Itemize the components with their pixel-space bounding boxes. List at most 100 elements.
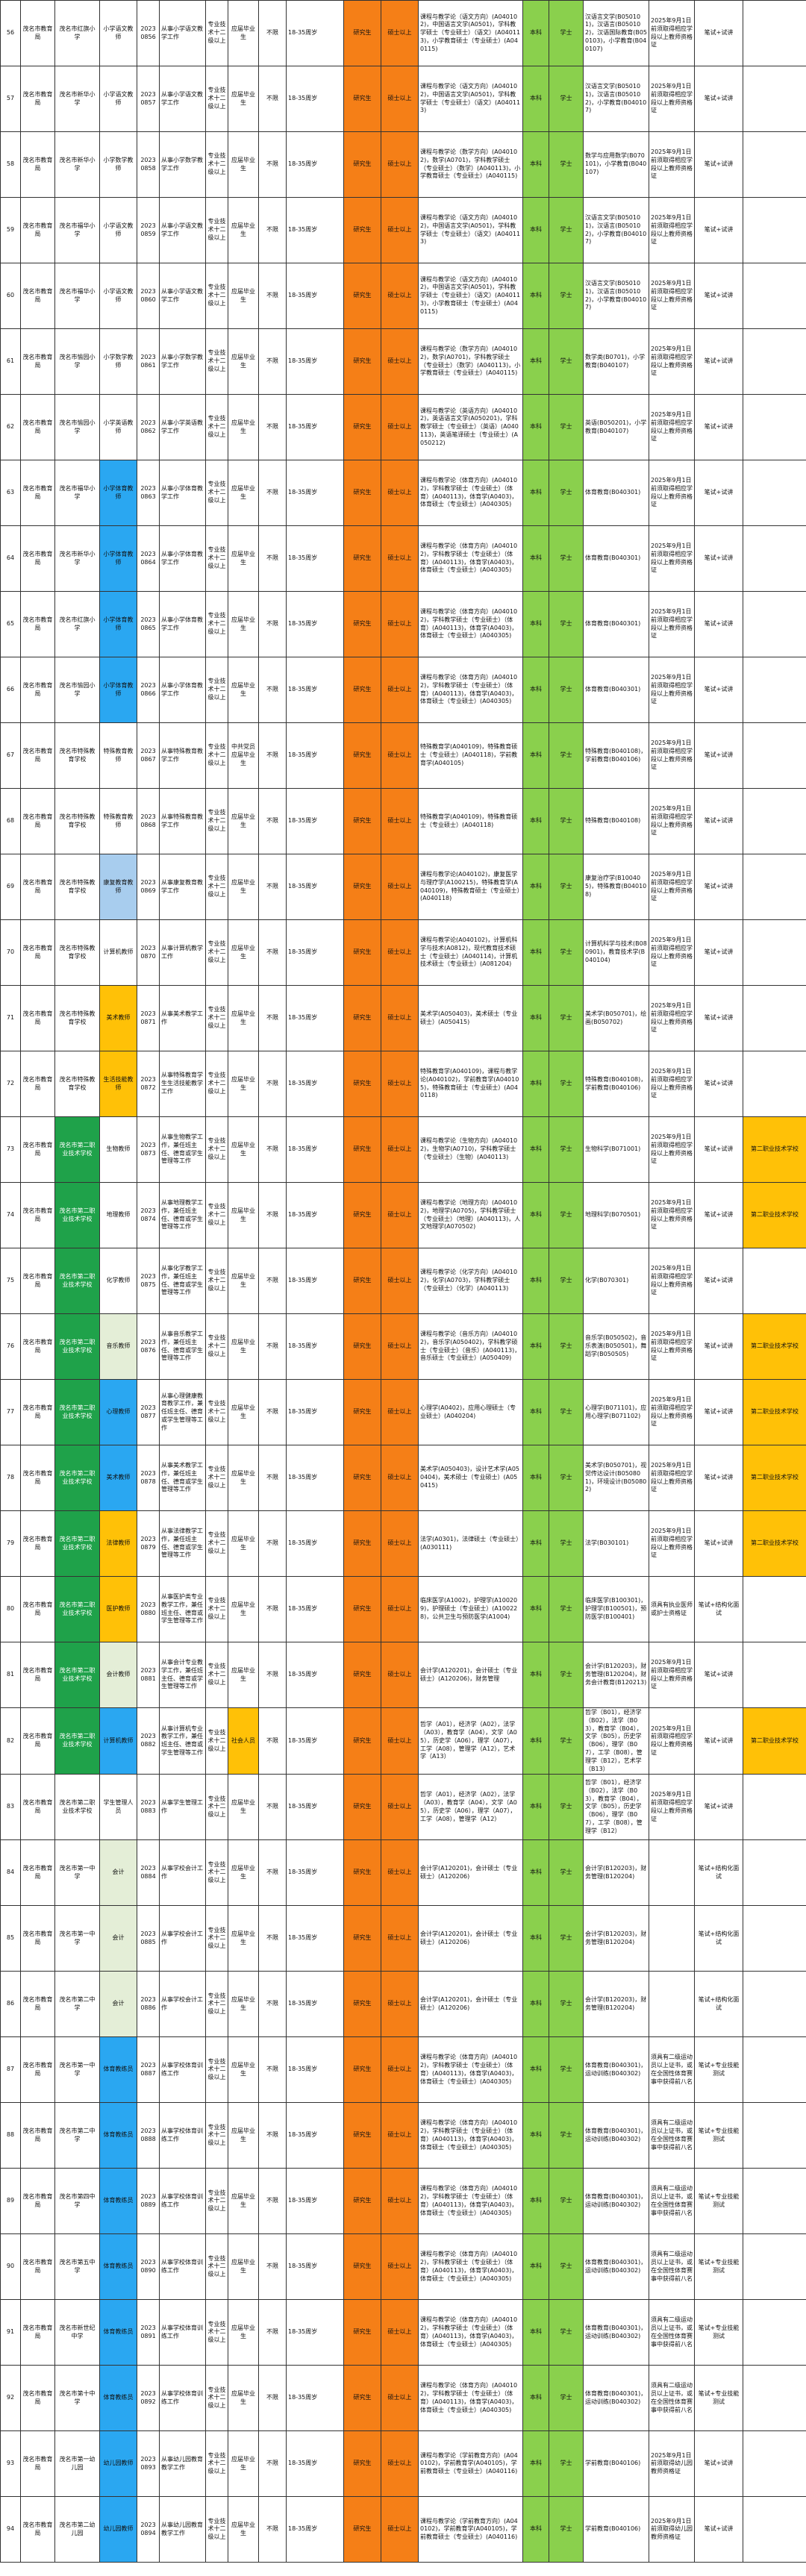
duty-cell: 从事小学语文教学工作: [159, 263, 206, 329]
target-cell: 应届毕业生: [228, 2168, 259, 2235]
major-cell: 课程与教学论（化学方向）(A040102)，化学(A0703)，学科教学硕士（专…: [418, 1248, 523, 1314]
requirement-cell: 2025年9月1日前须取得相应学段以上教师资格证: [649, 1510, 695, 1577]
requirement-cell: 2025年9月1日前须取得相应学段以上教师资格证: [649, 1774, 695, 1841]
unit-cell: 茂名市第二职业技术学校: [54, 1510, 100, 1577]
education-cell: 研究生: [343, 1248, 381, 1314]
mode-cell: 不限: [258, 854, 287, 920]
requirement-cell: 2025年9月1日前须取得相应学段以上教师资格证: [649, 66, 695, 132]
exam-mode-cell: 笔试+试讲: [694, 460, 743, 526]
bachelor-major-cell: 汉语言文学(B050101)，汉语言(B050102)，小学教育(B040107…: [583, 197, 649, 263]
post-name-cell: 体育教练员: [99, 2036, 137, 2104]
exam-mode-cell: 笔试+试讲: [694, 2430, 743, 2498]
major-cell: 课程与教学论（语文方向）(A040102)，中国语言文学(A0501)，学科教学…: [418, 66, 523, 132]
undergrad-cell: 本科: [522, 919, 549, 986]
note-cell: [743, 985, 806, 1051]
exam-mode-cell: 笔试+试讲: [694, 1379, 743, 1445]
requirement-cell: [649, 1839, 695, 1907]
target-cell: 应届毕业生: [228, 1379, 259, 1445]
post-code-cell: 20230874: [137, 1182, 160, 1248]
bachelor-major-cell: 体育教育(B040301)，运动训练(B040302): [583, 2102, 649, 2169]
undergrad-cell: 本科: [522, 1707, 549, 1775]
post-level-cell: 专业技术十二级以上: [205, 263, 228, 329]
row-number-cell: 60: [0, 263, 21, 329]
post-name-cell: 心理教师: [99, 1379, 137, 1445]
row-number-cell: 86: [0, 1971, 21, 2038]
unit-cell: 茂名市特殊教育学校: [54, 985, 100, 1051]
duty-cell: 从事计算机教学工作: [159, 919, 206, 986]
table-row: 94 茂名市教育局 茂名市第二幼儿园 幼儿园教师 20230894 从事幼儿园教育教学工作…: [0, 2496, 806, 2563]
education-cell: 研究生: [343, 1905, 381, 1972]
major-cell: 特殊教育学(A040109)，特殊教育硕士（专业硕士）(A040118)，学前教…: [418, 722, 523, 789]
post-code-cell: 20230857: [137, 66, 160, 132]
bachelor-major-cell: 法学(B030101): [583, 1510, 649, 1577]
post-name-cell: 小学体育教师: [99, 525, 137, 592]
major-cell: 课程与教学论(A040102)，计算机科学与技术(A0812)，现代教育技术硕士…: [418, 919, 523, 986]
post-name-cell: 康复教育教师: [99, 854, 137, 920]
major-cell: 课程与教学论（体育方向）(A040102)，学科教学硕士（专业硕士）（体育）(A…: [418, 460, 523, 526]
undergrad-cell: 本科: [522, 0, 549, 66]
bachelor-major-cell: 数学与应用数学(B070101)，小学教育(B040107): [583, 131, 649, 198]
note-cell: [743, 1905, 806, 1972]
bachelor-degree-cell: 学士: [549, 2233, 584, 2301]
duty-cell: 从事学校体育训练工作: [159, 2365, 206, 2432]
row-number-cell: 74: [0, 1182, 21, 1248]
post-level-cell: 专业技术十二级以上: [205, 525, 228, 592]
exam-mode-cell: 笔试+试讲: [694, 657, 743, 723]
bachelor-degree-cell: 学士: [549, 2299, 584, 2366]
major-cell: 课程与教学论（数学方向）(A040102)，数学(A0701)，学科教学硕士（专…: [418, 131, 523, 198]
table-row: 75 茂名市教育局 茂名市第二职业技术学校 化学教师 20230875 从事化学教学工作，…: [0, 1248, 806, 1314]
table-row: 63 茂名市教育局 茂名市福华小学 小学体育教师 20230863 从事小学体育教学工作专…: [0, 460, 806, 526]
note-cell: [743, 919, 806, 986]
duty-cell: 从事幼儿园教育教学工作: [159, 2430, 206, 2498]
post-level-cell: 专业技术十二级以上: [205, 591, 228, 657]
note-cell: [743, 788, 806, 854]
education-cell: 研究生: [343, 1642, 381, 1708]
major-cell: 课程与教学论（英语方向）(A040102)，英语语言文学(A050201)，学科…: [418, 394, 523, 460]
row-number-cell: 91: [0, 2299, 21, 2366]
bachelor-degree-cell: 学士: [549, 263, 584, 329]
unit-cell: 茂名市第五中学: [54, 2233, 100, 2301]
unit-cell: 茂名市第一中学: [54, 1905, 100, 1972]
target-cell: 应届毕业生: [228, 854, 259, 920]
duty-cell: 从事小学语文教学工作: [159, 0, 206, 66]
post-code-cell: 20230887: [137, 2036, 160, 2104]
exam-mode-cell: 笔试+试讲: [694, 394, 743, 460]
note-cell: [743, 722, 806, 789]
unit-cell: 茂名市第二职业技术学校: [54, 1248, 100, 1314]
bachelor-degree-cell: 学士: [549, 525, 584, 592]
age-requirement-cell: 18-35周岁: [286, 460, 344, 526]
degree-cell: 硕士以上: [381, 919, 419, 986]
requirement-cell: 2025年9月1日前须取得相应学段以上教师资格证: [649, 394, 695, 460]
bachelor-degree-cell: 学士: [549, 1839, 584, 1907]
undergrad-cell: 本科: [522, 1510, 549, 1577]
bachelor-major-cell: 特殊教育(B040108)，学前教育(B040106): [583, 1051, 649, 1117]
exam-mode-cell: 笔试+试讲: [694, 722, 743, 789]
bachelor-major-cell: 生物科学(B071001): [583, 1116, 649, 1183]
duty-cell: 从事学校体育训练工作: [159, 2102, 206, 2169]
age-requirement-cell: 18-35周岁: [286, 1905, 344, 1972]
note-cell: [743, 2102, 806, 2169]
undergrad-cell: 本科: [522, 1839, 549, 1907]
requirement-cell: 须具有执业医师或护士资格证: [649, 1576, 695, 1642]
row-number-cell: 56: [0, 0, 21, 66]
target-cell: 应届毕业生: [228, 1905, 259, 1972]
degree-cell: 硕士以上: [381, 788, 419, 854]
mode-cell: 不限: [258, 197, 287, 263]
department-cell: 茂名市教育局: [20, 591, 55, 657]
row-number-cell: 67: [0, 722, 21, 789]
table-row: 91 茂名市教育局 茂名市新世纪中学 体育教练员 20230891 从事学校体育训练工作专…: [0, 2299, 806, 2366]
age-requirement-cell: 18-35周岁: [286, 2036, 344, 2104]
post-name-cell: 特殊教育教师: [99, 788, 137, 854]
unit-cell: 茂名市红旗小学: [54, 591, 100, 657]
major-cell: 会计学(A120201)，会计硕士（专业硕士）(A120206)，财务管理: [418, 1642, 523, 1708]
post-name-cell: 生活技能教师: [99, 1051, 137, 1117]
unit-cell: 茂名市红旗小学: [54, 0, 100, 66]
note-cell: [743, 66, 806, 132]
requirement-cell: 2025年9月1日前须取得相应学段以上教师资格证: [649, 1182, 695, 1248]
requirement-cell: 须具有二级运动员以上证书，或在全国性体育赛事中获得前八名: [649, 2233, 695, 2301]
target-cell: 应届毕业生: [228, 66, 259, 132]
department-cell: 茂名市教育局: [20, 0, 55, 66]
post-code-cell: 20230893: [137, 2430, 160, 2498]
row-number-cell: 69: [0, 854, 21, 920]
note-cell: [743, 2168, 806, 2235]
